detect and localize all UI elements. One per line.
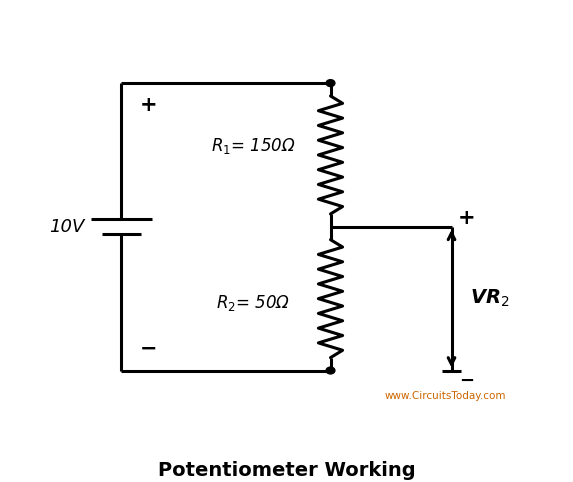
Text: VR$_2$: VR$_2$ <box>470 288 510 309</box>
Circle shape <box>326 367 335 374</box>
Text: 10V: 10V <box>49 218 84 236</box>
Text: +: + <box>140 94 158 115</box>
Text: Potentiometer Working: Potentiometer Working <box>158 461 415 480</box>
Circle shape <box>326 80 335 87</box>
Text: −: − <box>140 339 158 359</box>
Text: R$_1$= 150Ω: R$_1$= 150Ω <box>211 136 296 156</box>
Text: +: + <box>458 208 476 228</box>
Text: www.CircuitsToday.com: www.CircuitsToday.com <box>385 391 507 401</box>
Text: −: − <box>460 372 474 390</box>
Text: R$_2$= 50Ω: R$_2$= 50Ω <box>216 293 291 313</box>
